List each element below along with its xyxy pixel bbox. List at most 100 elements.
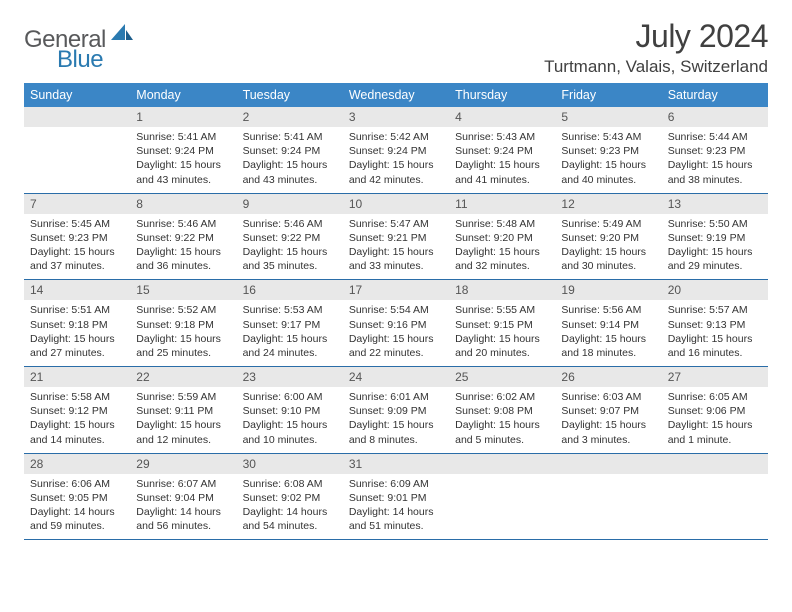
day-number-cell bbox=[24, 107, 130, 127]
brand-logo: General Blue bbox=[24, 18, 133, 55]
sunrise-text: Sunrise: 5:46 AM bbox=[136, 217, 230, 231]
daylight-text: Daylight: 15 hours and 29 minutes. bbox=[668, 245, 762, 273]
day-content-cell: Sunrise: 5:55 AMSunset: 9:15 PMDaylight:… bbox=[449, 300, 555, 366]
sunrise-text: Sunrise: 5:54 AM bbox=[349, 303, 443, 317]
weekday-header: Friday bbox=[555, 83, 661, 107]
day-content-cell: Sunrise: 6:06 AMSunset: 9:05 PMDaylight:… bbox=[24, 474, 130, 540]
daylight-text: Daylight: 15 hours and 43 minutes. bbox=[243, 158, 337, 186]
sunset-text: Sunset: 9:23 PM bbox=[561, 144, 655, 158]
day-content-cell: Sunrise: 5:46 AMSunset: 9:22 PMDaylight:… bbox=[237, 214, 343, 280]
day-content-cell: Sunrise: 5:42 AMSunset: 9:24 PMDaylight:… bbox=[343, 127, 449, 193]
sunset-text: Sunset: 9:16 PM bbox=[349, 318, 443, 332]
sunrise-text: Sunrise: 6:06 AM bbox=[30, 477, 124, 491]
day-content-cell bbox=[555, 474, 661, 540]
day-content-cell: Sunrise: 6:03 AMSunset: 9:07 PMDaylight:… bbox=[555, 387, 661, 453]
day-number-cell: 11 bbox=[449, 193, 555, 214]
daylight-text: Daylight: 14 hours and 51 minutes. bbox=[349, 505, 443, 533]
day-content-cell: Sunrise: 5:53 AMSunset: 9:17 PMDaylight:… bbox=[237, 300, 343, 366]
daylight-text: Daylight: 15 hours and 10 minutes. bbox=[243, 418, 337, 446]
daylight-text: Daylight: 14 hours and 59 minutes. bbox=[30, 505, 124, 533]
weekday-header: Saturday bbox=[662, 83, 768, 107]
day-content-cell bbox=[24, 127, 130, 193]
day-content-row: Sunrise: 5:51 AMSunset: 9:18 PMDaylight:… bbox=[24, 300, 768, 366]
calendar-header-row: Sunday Monday Tuesday Wednesday Thursday… bbox=[24, 83, 768, 107]
day-number-cell: 23 bbox=[237, 367, 343, 388]
sunrise-text: Sunrise: 5:45 AM bbox=[30, 217, 124, 231]
sunset-text: Sunset: 9:21 PM bbox=[349, 231, 443, 245]
day-content-cell: Sunrise: 5:49 AMSunset: 9:20 PMDaylight:… bbox=[555, 214, 661, 280]
day-number-cell: 6 bbox=[662, 107, 768, 127]
daylight-text: Daylight: 14 hours and 54 minutes. bbox=[243, 505, 337, 533]
daylight-text: Daylight: 15 hours and 40 minutes. bbox=[561, 158, 655, 186]
day-content-cell: Sunrise: 5:57 AMSunset: 9:13 PMDaylight:… bbox=[662, 300, 768, 366]
daylight-text: Daylight: 15 hours and 5 minutes. bbox=[455, 418, 549, 446]
day-content-cell: Sunrise: 5:47 AMSunset: 9:21 PMDaylight:… bbox=[343, 214, 449, 280]
daylight-text: Daylight: 15 hours and 24 minutes. bbox=[243, 332, 337, 360]
day-content-cell: Sunrise: 5:41 AMSunset: 9:24 PMDaylight:… bbox=[130, 127, 236, 193]
calendar-body: 123456 Sunrise: 5:41 AMSunset: 9:24 PMDa… bbox=[24, 107, 768, 540]
sunset-text: Sunset: 9:02 PM bbox=[243, 491, 337, 505]
day-content-cell: Sunrise: 5:41 AMSunset: 9:24 PMDaylight:… bbox=[237, 127, 343, 193]
weekday-header: Monday bbox=[130, 83, 236, 107]
sunrise-text: Sunrise: 5:50 AM bbox=[668, 217, 762, 231]
day-number-cell: 4 bbox=[449, 107, 555, 127]
day-number-cell: 24 bbox=[343, 367, 449, 388]
day-content-cell: Sunrise: 6:09 AMSunset: 9:01 PMDaylight:… bbox=[343, 474, 449, 540]
day-number-row: 21222324252627 bbox=[24, 367, 768, 388]
day-content-cell bbox=[662, 474, 768, 540]
sunset-text: Sunset: 9:19 PM bbox=[668, 231, 762, 245]
title-block: July 2024 Turtmann, Valais, Switzerland bbox=[544, 18, 768, 77]
daylight-text: Daylight: 15 hours and 37 minutes. bbox=[30, 245, 124, 273]
day-number-cell bbox=[449, 453, 555, 474]
weekday-header: Sunday bbox=[24, 83, 130, 107]
day-number-cell: 1 bbox=[130, 107, 236, 127]
day-number-cell: 27 bbox=[662, 367, 768, 388]
daylight-text: Daylight: 15 hours and 25 minutes. bbox=[136, 332, 230, 360]
day-number-cell: 10 bbox=[343, 193, 449, 214]
sunrise-text: Sunrise: 5:52 AM bbox=[136, 303, 230, 317]
day-number-cell: 25 bbox=[449, 367, 555, 388]
day-number-cell: 29 bbox=[130, 453, 236, 474]
sunrise-text: Sunrise: 5:43 AM bbox=[561, 130, 655, 144]
day-number-cell: 5 bbox=[555, 107, 661, 127]
day-number-row: 123456 bbox=[24, 107, 768, 127]
sunset-text: Sunset: 9:06 PM bbox=[668, 404, 762, 418]
sunrise-text: Sunrise: 5:42 AM bbox=[349, 130, 443, 144]
sunset-text: Sunset: 9:18 PM bbox=[136, 318, 230, 332]
sunset-text: Sunset: 9:22 PM bbox=[136, 231, 230, 245]
sunset-text: Sunset: 9:10 PM bbox=[243, 404, 337, 418]
sunset-text: Sunset: 9:23 PM bbox=[668, 144, 762, 158]
daylight-text: Daylight: 15 hours and 33 minutes. bbox=[349, 245, 443, 273]
daylight-text: Daylight: 15 hours and 18 minutes. bbox=[561, 332, 655, 360]
daylight-text: Daylight: 15 hours and 43 minutes. bbox=[136, 158, 230, 186]
day-content-row: Sunrise: 6:06 AMSunset: 9:05 PMDaylight:… bbox=[24, 474, 768, 540]
day-content-cell: Sunrise: 6:08 AMSunset: 9:02 PMDaylight:… bbox=[237, 474, 343, 540]
day-number-cell: 14 bbox=[24, 280, 130, 301]
day-number-cell: 30 bbox=[237, 453, 343, 474]
sunrise-text: Sunrise: 5:44 AM bbox=[668, 130, 762, 144]
sunset-text: Sunset: 9:24 PM bbox=[243, 144, 337, 158]
day-number-cell: 21 bbox=[24, 367, 130, 388]
day-content-cell: Sunrise: 5:43 AMSunset: 9:24 PMDaylight:… bbox=[449, 127, 555, 193]
sunset-text: Sunset: 9:14 PM bbox=[561, 318, 655, 332]
sunrise-text: Sunrise: 6:05 AM bbox=[668, 390, 762, 404]
sunset-text: Sunset: 9:17 PM bbox=[243, 318, 337, 332]
sunrise-text: Sunrise: 5:46 AM bbox=[243, 217, 337, 231]
day-number-cell bbox=[662, 453, 768, 474]
month-year-title: July 2024 bbox=[544, 18, 768, 55]
daylight-text: Daylight: 15 hours and 3 minutes. bbox=[561, 418, 655, 446]
daylight-text: Daylight: 15 hours and 38 minutes. bbox=[668, 158, 762, 186]
daylight-text: Daylight: 14 hours and 56 minutes. bbox=[136, 505, 230, 533]
day-content-cell: Sunrise: 5:48 AMSunset: 9:20 PMDaylight:… bbox=[449, 214, 555, 280]
sunrise-text: Sunrise: 5:55 AM bbox=[455, 303, 549, 317]
day-content-cell: Sunrise: 5:52 AMSunset: 9:18 PMDaylight:… bbox=[130, 300, 236, 366]
day-number-row: 14151617181920 bbox=[24, 280, 768, 301]
calendar-table: Sunday Monday Tuesday Wednesday Thursday… bbox=[24, 83, 768, 540]
sunrise-text: Sunrise: 6:02 AM bbox=[455, 390, 549, 404]
day-content-cell: Sunrise: 5:50 AMSunset: 9:19 PMDaylight:… bbox=[662, 214, 768, 280]
sunrise-text: Sunrise: 5:59 AM bbox=[136, 390, 230, 404]
day-number-cell: 22 bbox=[130, 367, 236, 388]
sunrise-text: Sunrise: 5:41 AM bbox=[136, 130, 230, 144]
day-content-cell: Sunrise: 6:00 AMSunset: 9:10 PMDaylight:… bbox=[237, 387, 343, 453]
daylight-text: Daylight: 15 hours and 8 minutes. bbox=[349, 418, 443, 446]
